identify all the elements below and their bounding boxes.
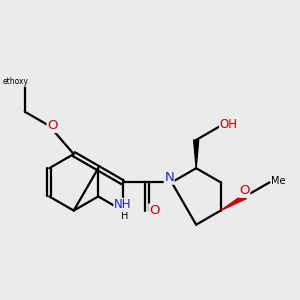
Text: H: H (121, 211, 128, 221)
Polygon shape (194, 140, 199, 168)
Text: NH: NH (114, 198, 131, 212)
Text: O: O (149, 204, 159, 217)
Polygon shape (220, 194, 246, 211)
Text: Me: Me (271, 176, 286, 186)
Text: ethoxy: ethoxy (3, 77, 29, 86)
Text: N: N (164, 171, 174, 184)
Text: OH: OH (220, 118, 238, 131)
Text: O: O (239, 184, 250, 197)
Text: O: O (47, 119, 58, 132)
